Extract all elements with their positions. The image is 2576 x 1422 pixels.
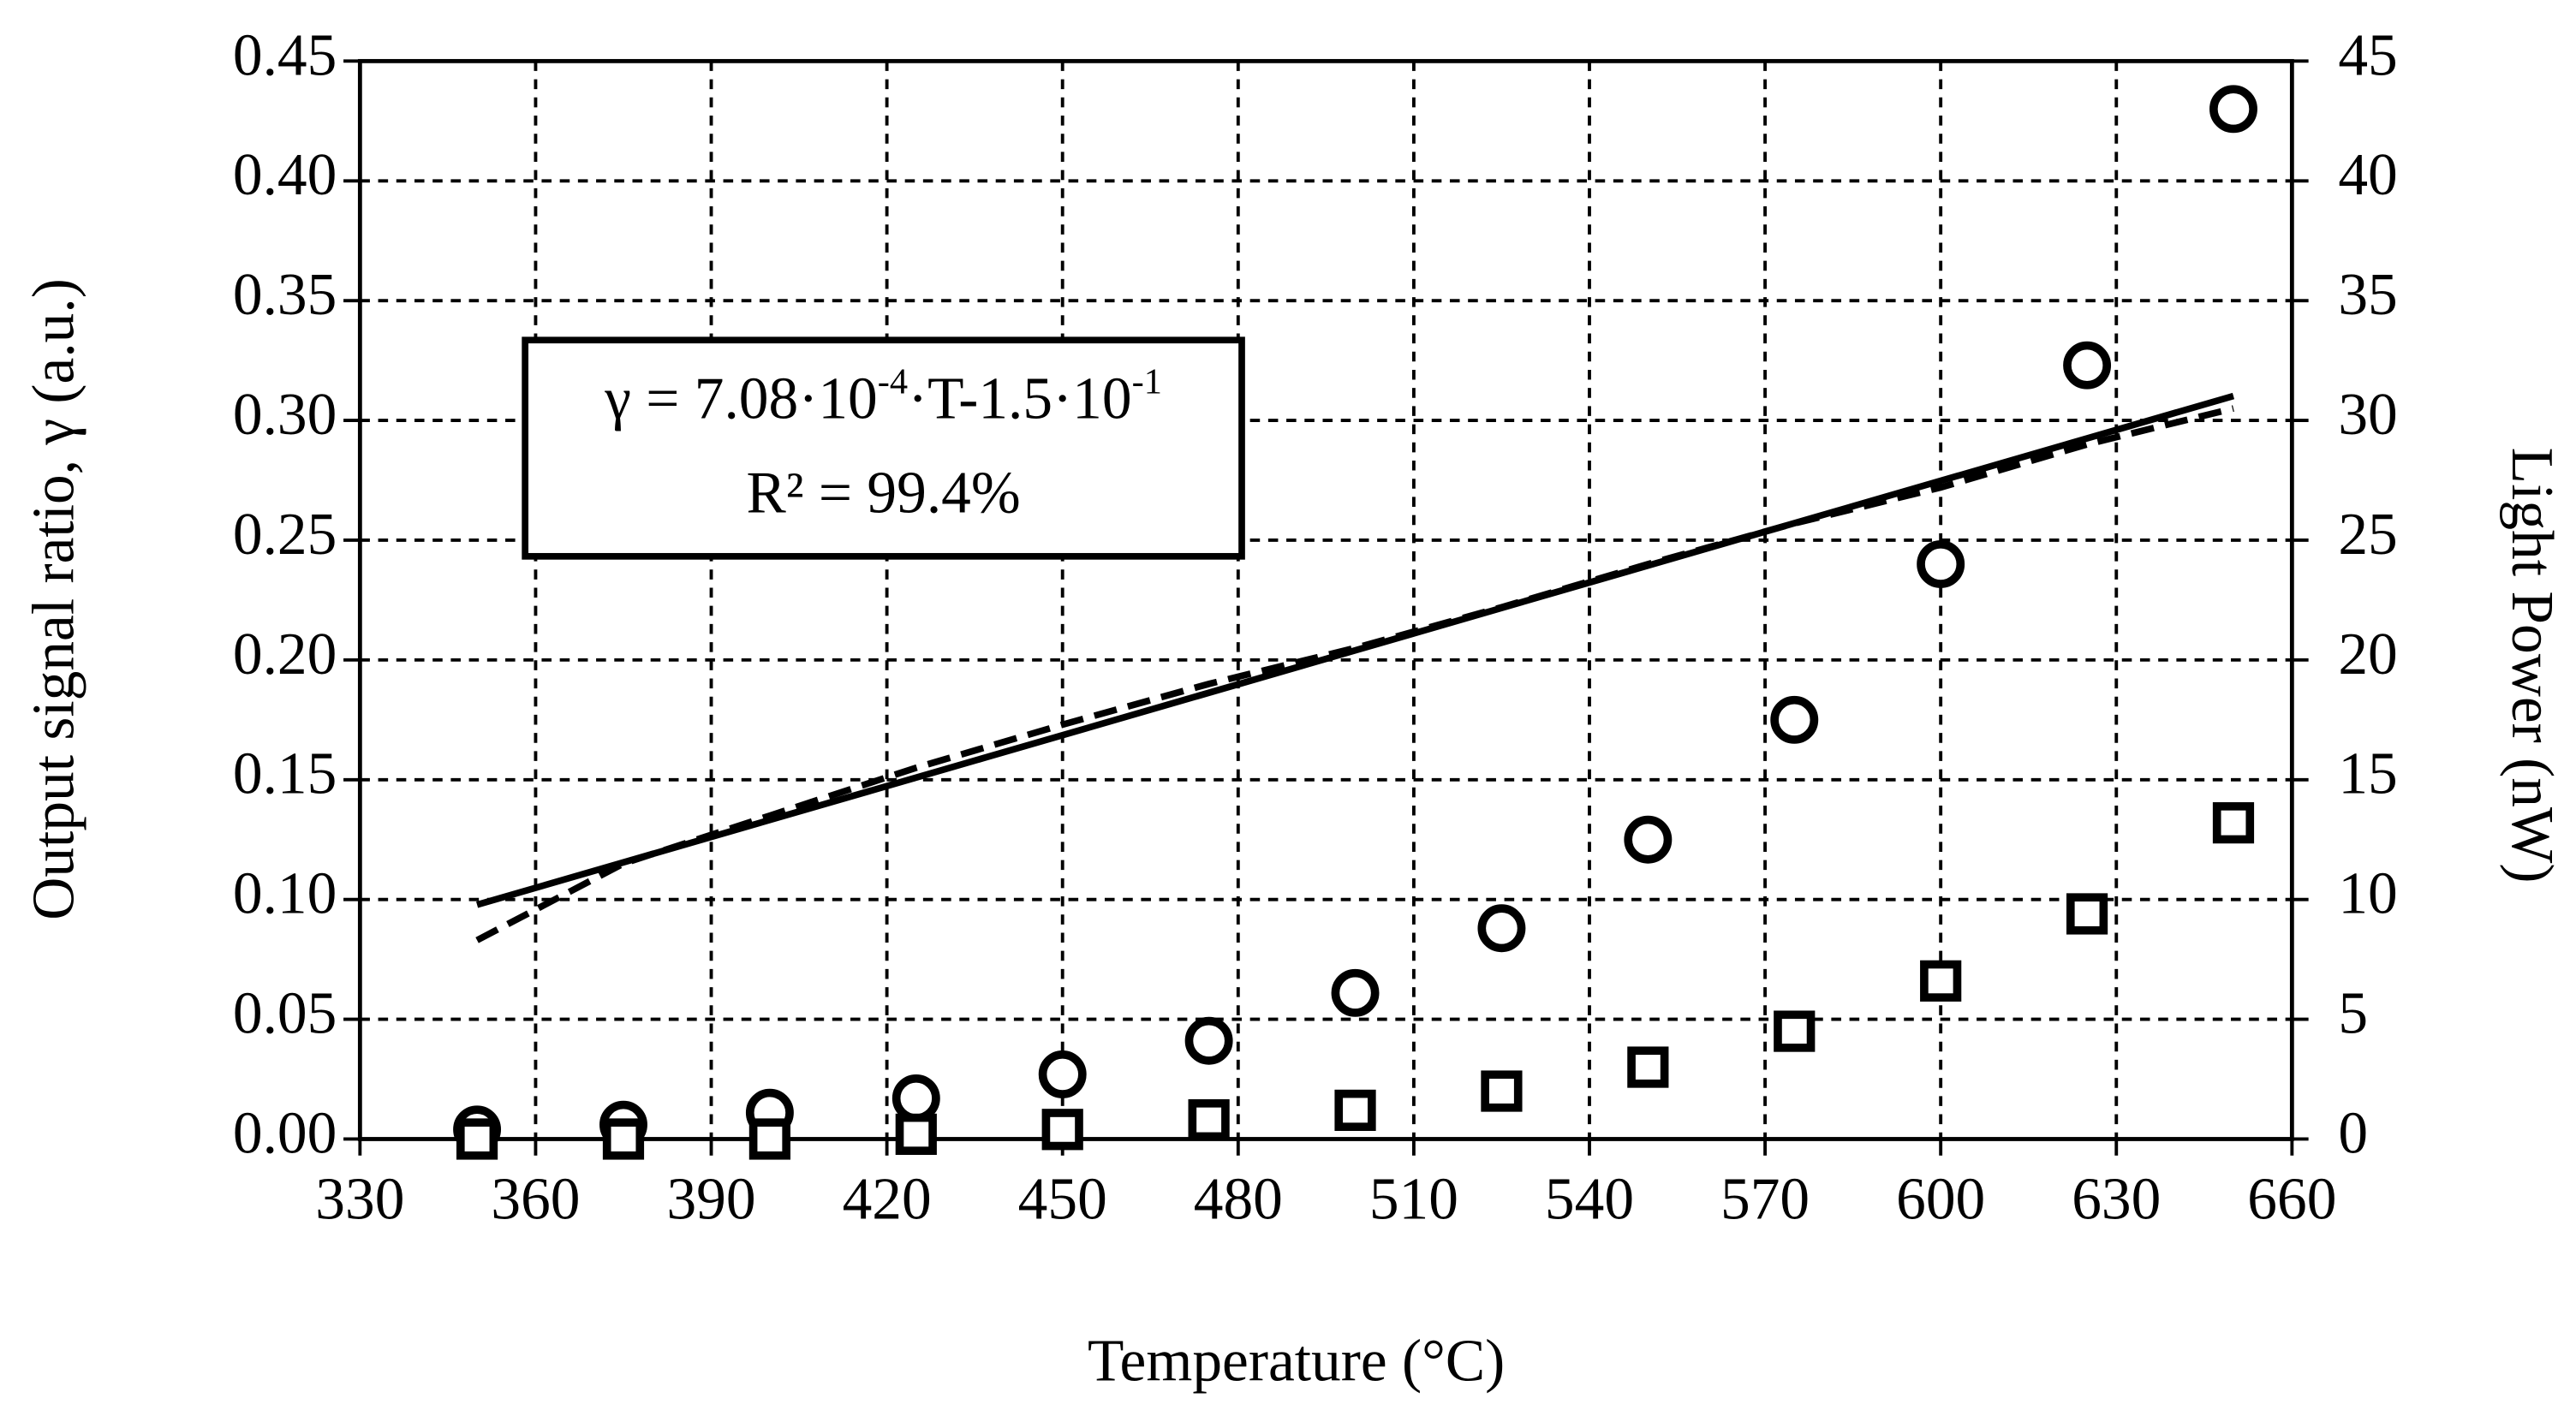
circle-marker bbox=[1477, 904, 1526, 953]
y-tick-label: 0.40 bbox=[233, 142, 337, 208]
line-series bbox=[475, 405, 2234, 943]
circle-marker bbox=[1624, 815, 1673, 864]
y2-tick-label: 30 bbox=[2338, 382, 2397, 448]
annotation-formula: γ = 7.08·10-4·T-1.5·10-1 bbox=[604, 361, 1162, 431]
square-marker bbox=[1481, 1070, 1523, 1112]
square-marker bbox=[1188, 1098, 1230, 1141]
x-tick-label: 330 bbox=[315, 1167, 404, 1233]
x-tick-label: 480 bbox=[1194, 1167, 1283, 1233]
square-marker bbox=[748, 1118, 790, 1160]
formula-part: γ = 7.08·10 bbox=[604, 366, 878, 431]
x-tick-label: 600 bbox=[1896, 1167, 1985, 1233]
square-marker bbox=[1774, 1010, 1816, 1052]
square-marker bbox=[2212, 802, 2255, 844]
y2-tick-label: 20 bbox=[2338, 622, 2397, 687]
y-tick-label: 0.35 bbox=[233, 262, 337, 328]
y-tick-label: 0.10 bbox=[233, 861, 337, 927]
circle-marker bbox=[1184, 1016, 1233, 1065]
y2-tick-label: 0 bbox=[2338, 1100, 2368, 1166]
circle-marker bbox=[1917, 539, 1965, 588]
superscript: -4 bbox=[878, 361, 908, 402]
x-tick-label: 570 bbox=[1720, 1167, 1810, 1233]
superscript: -1 bbox=[1132, 361, 1162, 402]
x-axis-label: Temperature (°C) bbox=[1088, 1328, 1505, 1394]
y-tick-label: 0.15 bbox=[233, 741, 337, 807]
x-tick-label: 450 bbox=[1018, 1167, 1107, 1233]
y2-tick-label: 5 bbox=[2338, 981, 2368, 1047]
square-marker bbox=[2066, 893, 2108, 935]
circle-marker bbox=[1331, 968, 1380, 1017]
square-marker bbox=[895, 1113, 937, 1155]
square-marker bbox=[456, 1118, 498, 1160]
x-tick-label: 390 bbox=[666, 1167, 755, 1233]
circle-marker bbox=[2063, 341, 2112, 390]
y2-tick-label: 35 bbox=[2338, 262, 2397, 328]
x-tick-label: 510 bbox=[1369, 1167, 1458, 1233]
y-tick-label: 0.20 bbox=[233, 622, 337, 687]
y2-tick-label: 45 bbox=[2338, 22, 2397, 88]
x-tick-label: 420 bbox=[843, 1167, 932, 1233]
line-series bbox=[476, 392, 2235, 908]
y-tick-label: 0.05 bbox=[233, 981, 337, 1047]
square-marker bbox=[1627, 1046, 1669, 1088]
y2-tick-label: 10 bbox=[2338, 861, 2397, 927]
y-axis-label: Output signal ratio, γ (a.u.) bbox=[21, 278, 86, 920]
circle-marker bbox=[1770, 695, 1819, 744]
x-tick-label: 660 bbox=[2247, 1167, 2336, 1233]
annotation-r2: R² = 99.4% bbox=[746, 460, 1020, 526]
annotation-box bbox=[522, 336, 1245, 560]
y-tick-label: 0.45 bbox=[233, 22, 337, 88]
y2-tick-label: 40 bbox=[2338, 142, 2397, 208]
y-tick-label: 0.00 bbox=[233, 1100, 337, 1166]
circle-marker bbox=[2209, 85, 2257, 134]
x-tick-label: 630 bbox=[2072, 1167, 2161, 1233]
square-marker bbox=[602, 1118, 645, 1160]
y-tick-label: 0.25 bbox=[233, 502, 337, 568]
circle-marker bbox=[1038, 1050, 1087, 1098]
y2-tick-label: 15 bbox=[2338, 741, 2397, 807]
x-tick-label: 540 bbox=[1545, 1167, 1634, 1233]
plot-frame bbox=[357, 58, 2294, 1141]
square-marker bbox=[1334, 1089, 1376, 1132]
formula-part: ·T-1.5·10 bbox=[908, 366, 1132, 431]
y2-axis-label: Light Power (nW) bbox=[2499, 448, 2565, 884]
x-tick-label: 360 bbox=[491, 1167, 580, 1233]
y2-tick-label: 25 bbox=[2338, 502, 2397, 568]
square-marker bbox=[1041, 1109, 1083, 1151]
circle-marker bbox=[891, 1074, 940, 1122]
square-marker bbox=[1920, 960, 1962, 1002]
y-tick-label: 0.30 bbox=[233, 382, 337, 448]
